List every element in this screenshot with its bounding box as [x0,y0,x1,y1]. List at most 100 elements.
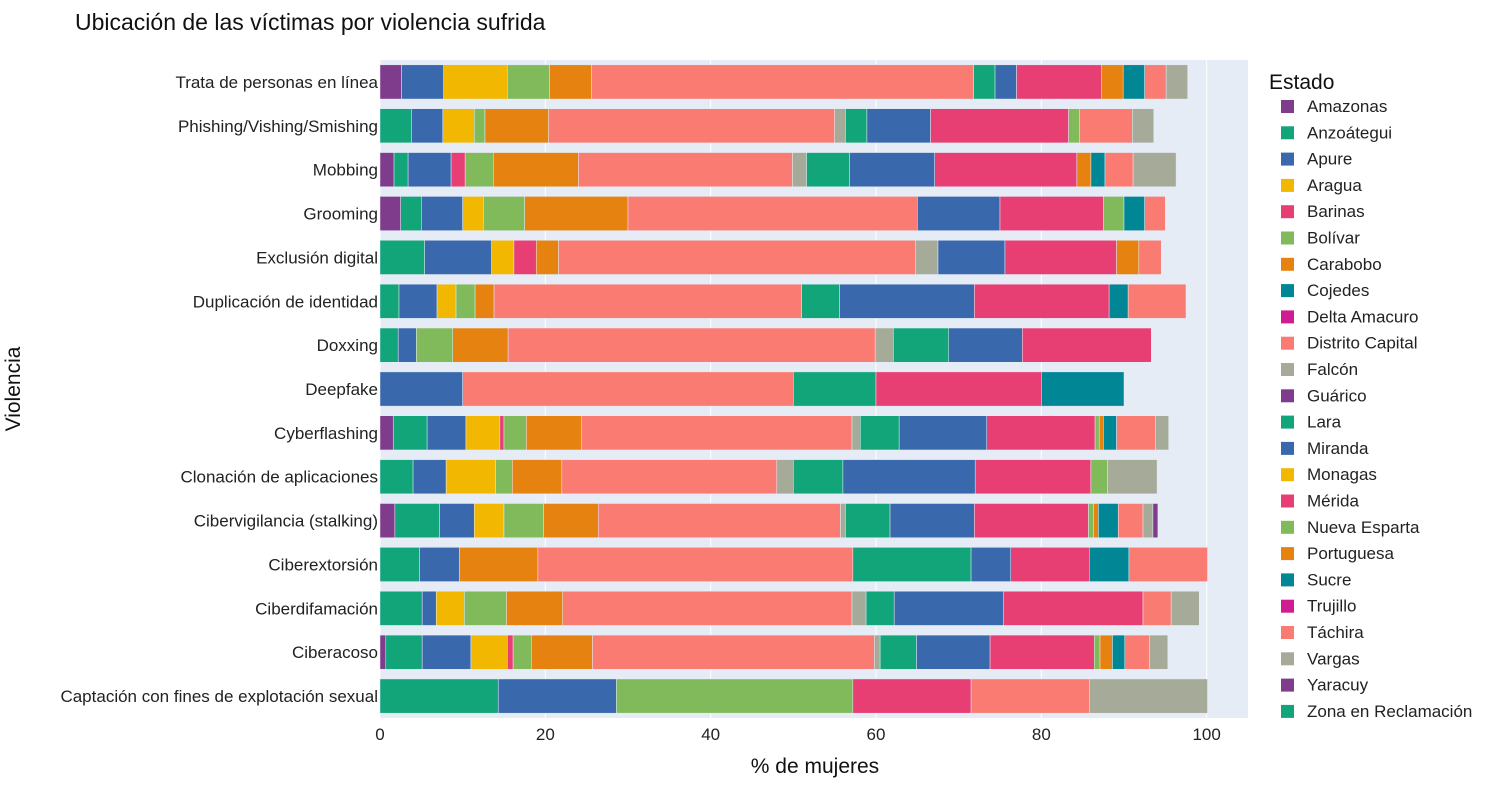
bar-segment [915,240,939,275]
x-tick-label: 0 [375,725,384,744]
bar-segment [1068,108,1080,144]
bar-segment [379,634,387,670]
bar-segment [930,108,1069,144]
bar-segment [865,590,895,626]
bar-segment [860,415,900,451]
y-tick-label: Phishing/Vishing/Smishing [178,117,378,136]
bar-segment [506,590,563,626]
chart-title: Ubicación de las víctimas por violencia … [75,9,546,35]
bar-segment [851,415,861,451]
legend-swatch [1281,678,1294,692]
bar-segment [443,64,508,100]
bar-segment [627,196,918,231]
bar-segment [1107,459,1158,495]
bar-segment [549,64,592,100]
bar-segment [442,108,475,144]
legend-swatch [1281,441,1294,455]
bar-segment [1122,64,1145,100]
bar-segment [462,196,484,231]
legend-entry: Yaracuy [1307,676,1369,695]
bar-segment [1117,503,1144,538]
bar-segment [591,64,974,100]
bar-segment [537,547,854,582]
bar-segment [470,634,508,670]
bar-segment [970,678,1090,714]
bar-segment [934,152,1078,188]
bar-segment [558,240,916,275]
bar-segment [379,459,414,495]
bar-segment [379,678,499,714]
y-tick-label: Ciberdifamación [255,599,378,618]
bar-segment [801,283,840,319]
bar-segment [459,547,539,582]
legend-entry: Lara [1307,413,1342,432]
y-tick-labels: Trata de personas en línea Phishing/Vishi… [60,73,378,706]
bar-segment [379,547,420,582]
bar-segment [379,327,399,363]
legend-swatch [1281,547,1294,561]
bar-segment [512,459,563,495]
bar-segment [445,459,496,495]
bar-segment [379,503,396,538]
x-axis-label: % de mujeres [751,755,879,778]
bar-segment [1132,108,1155,144]
bar-segment [893,327,949,363]
bar-segment [1022,327,1152,363]
bar-segment [874,634,881,670]
bar-segment [524,196,629,231]
bar-segment [834,108,846,144]
bar-segment [1116,415,1156,451]
legend-swatch [1281,178,1294,192]
bar-segment [421,590,437,626]
bar-segment [1108,283,1129,319]
bar-segment [503,415,527,451]
legend: Amazonas Anzoátegui Apure Aragua Barinas Bolí… [1281,97,1472,721]
legend-entry: Portuguesa [1307,544,1394,563]
bar-segment [393,152,409,188]
bar-segment [970,547,1011,582]
legend-swatch [1281,257,1294,271]
y-tick-label: Ciberacoso [292,643,378,662]
bars [379,64,1208,714]
legend-entry: Sucre [1307,570,1351,589]
bar-segment [1132,152,1177,188]
bar-segment [581,415,853,451]
y-axis-label: Violencia [2,346,25,431]
bar-segment [974,503,1089,538]
legend-swatch [1281,231,1294,245]
bar-segment [1144,64,1167,100]
bar-segment [1165,64,1188,100]
bar-segment [1142,590,1172,626]
bar-segment [426,415,467,451]
bar-segment [1101,64,1124,100]
legend-entry: Distrito Capital [1307,334,1418,353]
legend-entry: Vargas [1307,649,1360,668]
bar-segment [1041,371,1125,407]
bar-segment [1127,283,1187,319]
bar-segment [874,327,894,363]
bar-segment [866,108,931,144]
legend-title: Estado [1269,71,1334,94]
bar-segment [806,152,850,188]
bar-segment [493,283,802,319]
legend-swatch [1281,626,1294,639]
bar-segment [424,240,492,275]
bar-segment [507,327,876,363]
bar-segment [473,503,505,538]
bar-segment [512,634,532,670]
legend-entry: Mérida [1307,492,1360,511]
y-tick-label: Deepfake [305,380,378,399]
bar-segment [879,634,917,670]
bar-segment [1010,547,1090,582]
bar-segment [1079,108,1133,144]
legend-swatch [1281,599,1294,613]
bar-segment [1103,415,1117,451]
bar-segment [412,459,447,495]
bar-segment [1089,678,1208,714]
bar-segment [435,590,465,626]
bar-segment [792,152,807,188]
legend-entry: Guárico [1307,386,1367,405]
bar-segment [974,283,1110,319]
bar-segment [937,240,1006,275]
